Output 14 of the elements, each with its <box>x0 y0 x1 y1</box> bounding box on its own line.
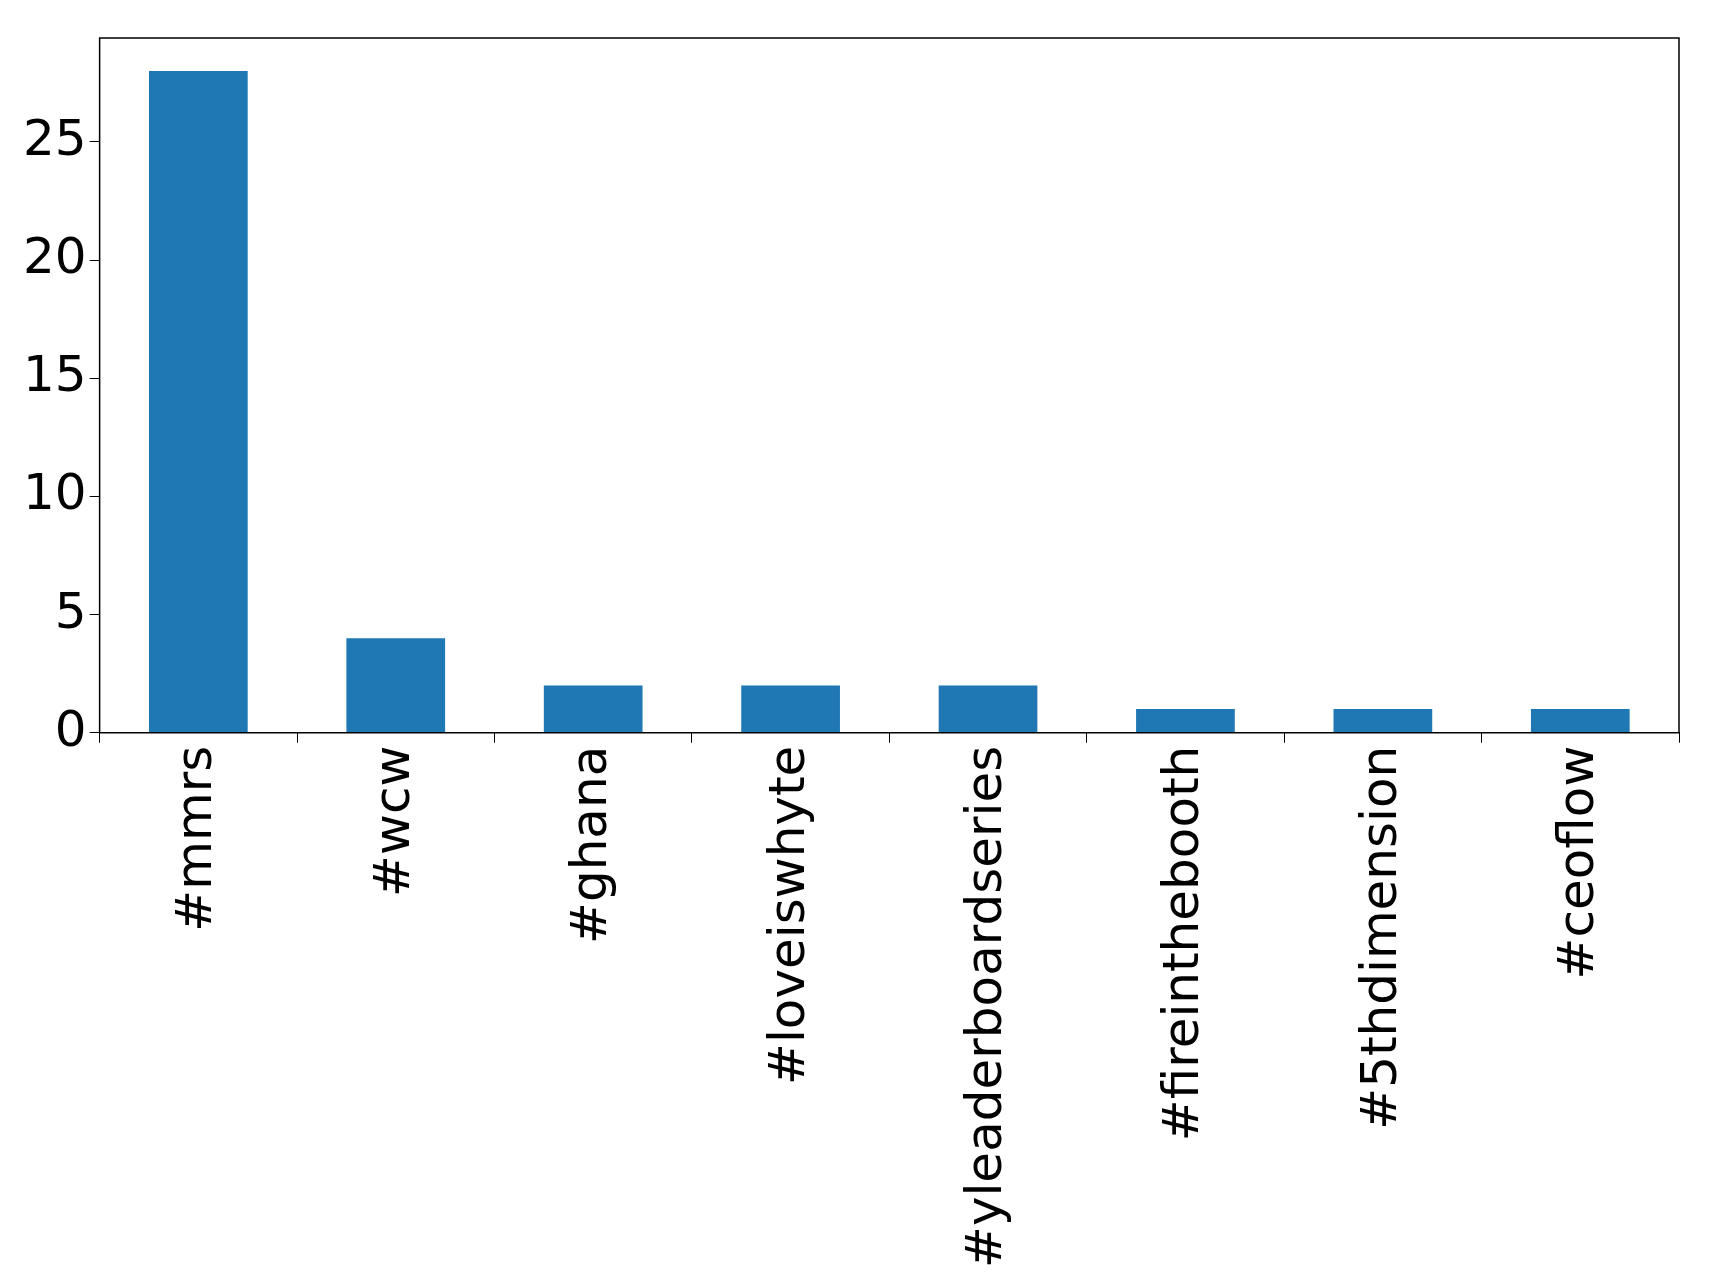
x-tick-label: #ceoflow <box>1547 745 1606 980</box>
y-tick-label: 15 <box>23 345 87 404</box>
y-tick-label: 20 <box>23 227 87 286</box>
x-tick-label: #yleaderboardseries <box>955 745 1014 1269</box>
x-tick-label: #wcw <box>362 745 421 897</box>
x-tick-label: #5thdimension <box>1349 745 1408 1130</box>
y-tick-label: 25 <box>23 108 87 167</box>
y-tick-label: 0 <box>54 699 87 758</box>
x-tick-label: #loveiswhyte <box>757 745 816 1085</box>
y-tick-label: 5 <box>54 581 87 640</box>
x-tick-label: #ghana <box>560 745 619 945</box>
x-tick-label: #fireinthebooth <box>1152 745 1211 1142</box>
y-tick-label: 10 <box>23 463 87 522</box>
x-tick-label: #mmrs <box>165 745 224 932</box>
